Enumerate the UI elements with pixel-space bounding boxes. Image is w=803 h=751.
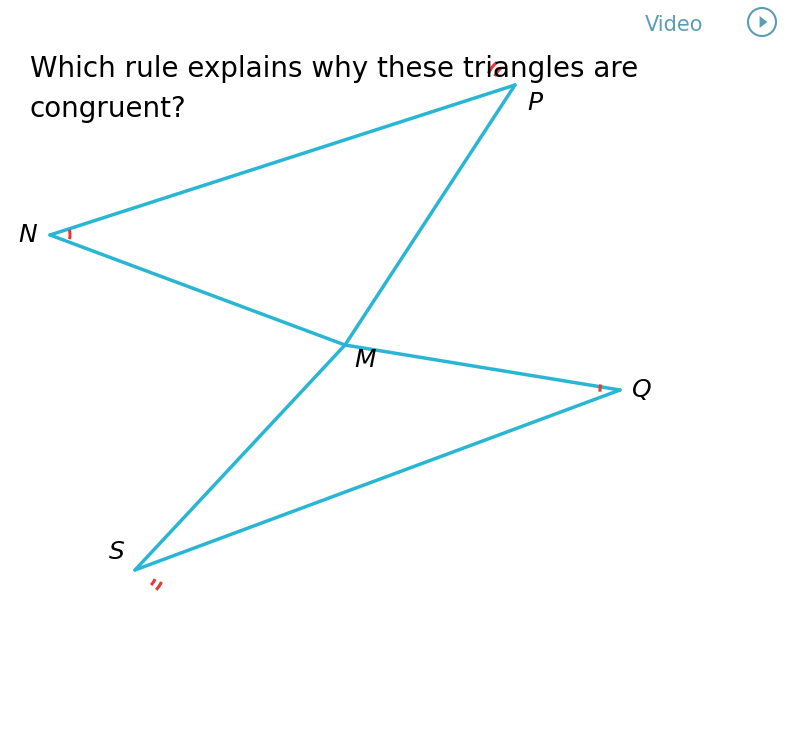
Text: Q: Q — [631, 378, 651, 402]
Text: S: S — [109, 540, 124, 564]
Polygon shape — [759, 16, 766, 28]
Text: congruent?: congruent? — [30, 95, 186, 123]
Text: N: N — [18, 223, 37, 247]
Text: M: M — [354, 348, 375, 372]
Text: Which rule explains why these triangles are: Which rule explains why these triangles … — [30, 55, 638, 83]
Text: P: P — [527, 91, 542, 115]
Text: Video: Video — [644, 15, 703, 35]
